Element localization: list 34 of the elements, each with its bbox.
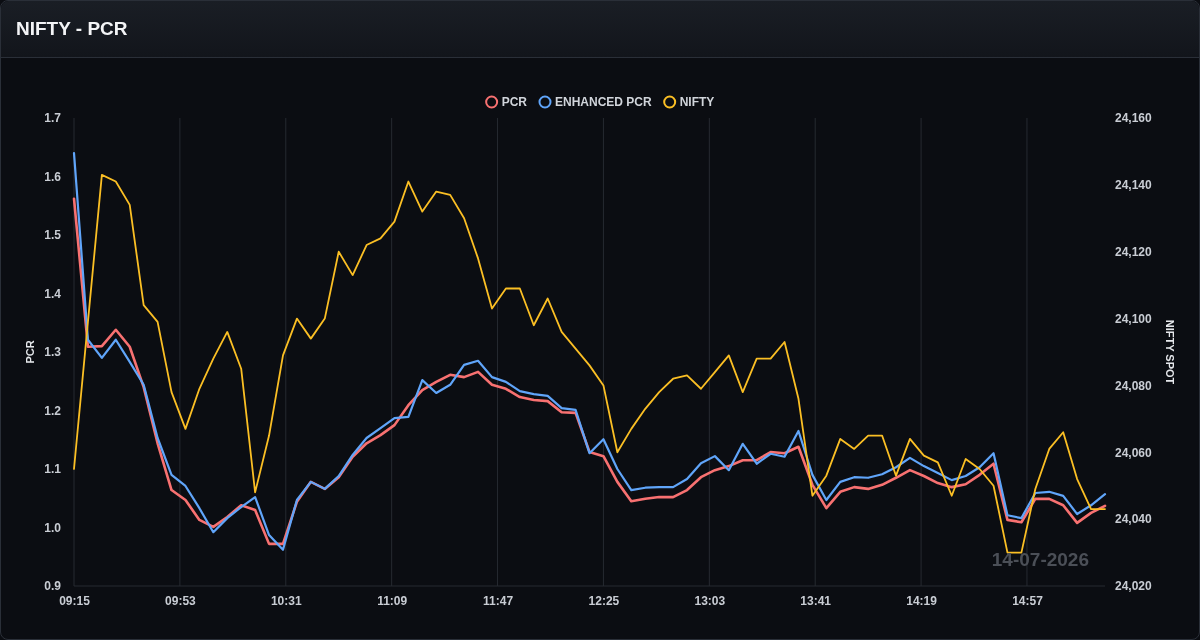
y-axis-title: PCR — [24, 340, 36, 364]
y-tick-label: 1.3 — [44, 345, 62, 360]
x-tick-label: 09:15 — [59, 593, 91, 608]
y-tick-label: 1.6 — [44, 169, 62, 184]
x-tick-label: 14:57 — [1012, 593, 1044, 608]
y2-tick-label: 24,120 — [1115, 245, 1153, 260]
y2-tick-label: 24,020 — [1115, 579, 1153, 594]
y-tick-label: 1.2 — [44, 403, 62, 418]
y-tick-label: 1.1 — [44, 462, 62, 477]
y-tick-label: 1.5 — [44, 228, 62, 243]
y-tick-label: 0.9 — [44, 579, 62, 594]
y2-tick-label: 24,160 — [1115, 111, 1153, 126]
y2-tick-label: 24,140 — [1115, 178, 1153, 193]
y2-tick-label: 24,080 — [1115, 378, 1153, 393]
x-tick-label: 14:19 — [906, 593, 938, 608]
y2-tick-label: 24,060 — [1115, 445, 1153, 460]
x-tick-label: 13:03 — [694, 593, 726, 608]
chart-title: NIFTY - PCR — [16, 18, 128, 40]
annotation: 14-07-2026 — [991, 549, 1089, 570]
y-tick-label: 1.0 — [44, 520, 62, 535]
y2-axis-title: NIFTY SPOT — [1164, 319, 1176, 385]
x-tick-label: 10:31 — [270, 593, 302, 608]
legend-label: ENHANCED PCR — [554, 95, 652, 109]
y-tick-label: 1.7 — [44, 111, 62, 126]
legend-label: NIFTY — [679, 95, 715, 109]
x-tick-label: 13:41 — [800, 593, 832, 608]
legend-label: PCR — [501, 95, 528, 109]
x-tick-label: 11:47 — [483, 593, 514, 608]
y2-tick-label: 24,040 — [1115, 512, 1153, 527]
x-tick-label: 09:53 — [165, 593, 197, 608]
y2-tick-label: 24,100 — [1115, 311, 1153, 326]
x-tick-label: 12:25 — [588, 593, 620, 608]
x-tick-label: 11:09 — [377, 593, 408, 608]
y-tick-label: 1.4 — [44, 286, 62, 301]
